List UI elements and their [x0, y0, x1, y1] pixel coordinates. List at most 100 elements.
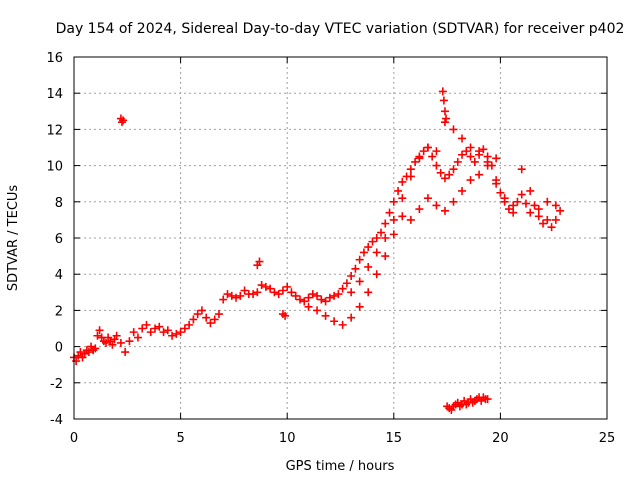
data-point	[377, 228, 386, 237]
data-point	[462, 147, 471, 156]
data-point	[214, 310, 223, 319]
y-tick-label: 10	[46, 160, 63, 175]
data-point	[193, 310, 202, 319]
data-point	[274, 290, 283, 299]
data-point	[210, 315, 219, 324]
data-point	[347, 288, 356, 297]
data-point	[317, 295, 326, 304]
data-point	[112, 331, 121, 340]
data-point	[313, 306, 322, 315]
series-negative-cluster	[443, 393, 492, 414]
data-point	[509, 201, 518, 210]
data-point	[398, 212, 407, 221]
data-point	[342, 279, 351, 288]
data-point	[240, 286, 249, 295]
y-tick-label: -2	[50, 377, 63, 392]
data-point	[466, 152, 475, 161]
data-point	[283, 282, 292, 291]
x-tick-label: 0	[70, 431, 78, 446]
y-tick-label: 6	[55, 232, 63, 247]
data-point	[355, 277, 364, 286]
data-point	[534, 205, 543, 214]
data-point	[359, 248, 368, 257]
data-point	[117, 118, 126, 127]
data-point	[347, 313, 356, 322]
y-tick-label: 12	[46, 123, 63, 138]
data-point	[466, 143, 475, 152]
data-point	[101, 338, 110, 347]
data-point	[496, 188, 505, 197]
data-point	[355, 302, 364, 311]
data-point	[483, 395, 492, 404]
data-point	[91, 344, 100, 353]
data-point	[351, 264, 360, 273]
data-point	[475, 147, 484, 156]
data-point	[526, 186, 535, 195]
data-point	[534, 212, 543, 221]
data-point	[453, 157, 462, 166]
data-point	[449, 125, 458, 134]
data-point	[266, 284, 275, 293]
data-point	[219, 295, 228, 304]
data-point	[202, 313, 211, 322]
x-tick-label: 25	[599, 431, 616, 446]
data-point	[385, 208, 394, 217]
data-point	[72, 357, 81, 366]
data-point	[227, 291, 236, 300]
data-point	[381, 219, 390, 228]
data-point	[133, 333, 142, 342]
data-point	[159, 328, 168, 337]
data-point	[180, 324, 189, 333]
data-point	[255, 257, 264, 266]
data-point	[381, 252, 390, 261]
marks-layer	[70, 87, 565, 414]
data-point	[513, 197, 522, 206]
data-point	[436, 168, 445, 177]
data-point	[442, 114, 451, 123]
data-point	[556, 206, 565, 215]
data-point	[543, 197, 552, 206]
data-point	[479, 145, 488, 154]
data-point	[364, 243, 373, 252]
data-point	[281, 311, 290, 320]
grid-layer	[74, 57, 607, 419]
data-point	[458, 150, 467, 159]
y-tick-label: -4	[50, 413, 63, 428]
data-point	[119, 116, 128, 125]
data-point	[423, 143, 432, 152]
data-point	[176, 328, 185, 337]
data-point	[223, 290, 232, 299]
data-point	[138, 324, 147, 333]
data-point	[389, 215, 398, 224]
series-upper-band	[347, 118, 560, 297]
data-point	[423, 194, 432, 203]
series-isolated	[116, 87, 451, 320]
data-point	[419, 147, 428, 156]
data-point	[253, 288, 262, 297]
data-point	[517, 165, 526, 174]
data-point	[526, 208, 535, 217]
data-point	[155, 322, 164, 331]
data-point	[125, 337, 134, 346]
data-point	[84, 348, 93, 357]
data-point	[334, 290, 343, 299]
data-point	[483, 161, 492, 170]
data-point	[389, 197, 398, 206]
data-point	[129, 328, 138, 337]
data-point	[438, 87, 447, 96]
data-point	[521, 199, 530, 208]
data-point	[440, 174, 449, 183]
data-point	[475, 170, 484, 179]
data-point	[372, 270, 381, 279]
data-point	[355, 255, 364, 264]
series-main	[70, 143, 565, 366]
data-point	[95, 326, 104, 335]
data-point	[500, 194, 509, 203]
data-point	[321, 311, 330, 320]
data-point	[163, 326, 172, 335]
ticks-layer: 0 5 10 15 20 25 -4 -2 0 2 4 6 8 10 12 14 16	[46, 51, 615, 446]
data-point	[364, 262, 373, 271]
data-point	[291, 291, 300, 300]
data-point	[445, 170, 454, 179]
data-point	[304, 293, 313, 302]
